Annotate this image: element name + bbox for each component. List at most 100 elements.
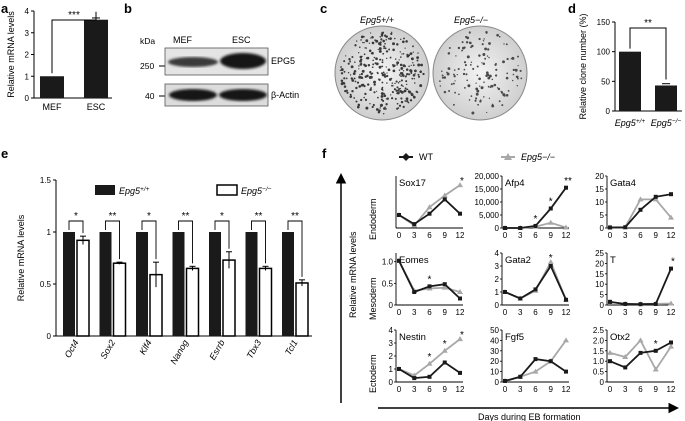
colony-dot xyxy=(496,33,499,37)
colony-dot xyxy=(416,91,419,94)
colony-dot xyxy=(503,94,506,97)
colony-dot xyxy=(482,40,485,42)
colony-dot xyxy=(494,63,497,66)
colony-dot xyxy=(419,70,422,73)
point-wt-sox17 xyxy=(442,197,447,202)
colony-dot xyxy=(380,98,383,101)
colony-dot xyxy=(453,75,456,78)
point-wt-sox17 xyxy=(412,222,417,227)
point-wt-sox17 xyxy=(427,211,432,216)
colony-dot xyxy=(370,73,372,75)
x-tick-label-gata4: 3 xyxy=(623,231,628,240)
colony-dot xyxy=(360,35,364,39)
colony-dot xyxy=(389,37,392,40)
colony-dot xyxy=(401,40,405,44)
panel-label-c: c xyxy=(320,1,327,16)
bar-e-ko-tcl1 xyxy=(295,282,309,337)
significance-otx2: * xyxy=(654,339,658,350)
colony-dot xyxy=(467,84,471,88)
colony-dot xyxy=(369,71,372,74)
chart-panel-d: 0 50 100 150 Relative clone number (%) Epg5+/… xyxy=(578,13,682,128)
x-tick-label-e-klf4: Klf4 xyxy=(137,338,153,356)
colony-dot xyxy=(443,76,447,79)
colony-dot xyxy=(367,83,370,86)
colony-dot xyxy=(485,74,488,78)
colony-dot xyxy=(410,64,412,67)
colony-dot xyxy=(487,48,490,51)
x-tick-label-gata4: 12 xyxy=(667,231,676,240)
x-tick-label-fgf5: 9 xyxy=(549,385,554,394)
legend-label-wt-e: Epg5+/+ xyxy=(119,186,150,197)
y-tick-label-t: 20 xyxy=(595,259,604,268)
colony-dot xyxy=(505,76,509,80)
point-wt-fgf5 xyxy=(503,378,507,383)
colony-dot xyxy=(364,98,368,102)
blot-marker-250: 250 xyxy=(140,61,154,71)
colony-dot xyxy=(372,63,375,66)
colony-dot xyxy=(359,59,362,63)
plate-label-wt: Epg5+/+ xyxy=(360,15,394,25)
colony-dot xyxy=(396,43,399,46)
significance-bracket-e-nanog xyxy=(178,220,193,264)
colony-dot xyxy=(378,65,382,69)
bar-e-wt-esrrb xyxy=(209,232,221,336)
band-actin-esc xyxy=(219,89,267,101)
point-wt-t xyxy=(638,302,643,307)
point-ko-nestin xyxy=(441,347,448,353)
colony-dot xyxy=(477,103,479,106)
colony-dot xyxy=(386,82,388,84)
colony-dot xyxy=(470,95,473,97)
bar-e-wt-tbx3 xyxy=(245,232,258,336)
colony-dot xyxy=(381,61,384,64)
x-tick-label-e-sox2: Sox2 xyxy=(98,338,117,361)
significance-afp4: ** xyxy=(564,176,572,187)
colony-dot xyxy=(457,46,461,50)
colony-dot xyxy=(385,108,387,110)
y-tick-label-nestin: 1 xyxy=(389,365,394,374)
colony-dot xyxy=(412,95,416,99)
colony-dot xyxy=(517,77,519,80)
y-tick-label-gata4: 20 xyxy=(595,172,604,181)
gene-label-gata4: Gata4 xyxy=(610,178,636,189)
colony-dot xyxy=(486,55,489,57)
colony-dot xyxy=(393,88,396,91)
colony-dot xyxy=(465,73,468,76)
x-tick-label-t: 0 xyxy=(608,308,613,317)
colony-dot xyxy=(517,65,519,67)
y-tick-label-gata4: 10 xyxy=(595,198,604,207)
y-tick-label-e: 1.5 xyxy=(40,176,52,185)
bar-e-wt-klf4 xyxy=(136,232,148,336)
blot-marker-40: 40 xyxy=(145,91,155,101)
colony-dot xyxy=(363,84,366,88)
point-wt-gata2 xyxy=(548,264,553,268)
significance-afp4: * xyxy=(534,214,538,225)
x-tick-label-gata2: 6 xyxy=(533,308,538,317)
x-tick-label-d-epg5: Epg5−/− xyxy=(651,118,682,129)
colony-dot xyxy=(502,60,505,64)
colony-dot xyxy=(386,35,389,38)
colony-dot xyxy=(409,52,413,55)
panel-label-d: d xyxy=(568,1,576,16)
significance-bracket-a xyxy=(51,11,97,74)
colony-dot xyxy=(385,50,389,53)
y-tick-label-gata4: 0 xyxy=(600,224,605,233)
y-tick-label-a: 0 xyxy=(25,94,30,103)
bar-e-wt-tcl1 xyxy=(282,232,294,336)
colony-dot xyxy=(385,98,388,100)
colony-dot xyxy=(412,45,414,48)
colony-dot xyxy=(496,87,499,89)
point-wt-otx2 xyxy=(623,365,628,370)
colony-dot xyxy=(411,77,414,80)
point-wt-fgf5 xyxy=(564,369,568,374)
point-wt-afp4 xyxy=(564,185,568,190)
colony-dot xyxy=(487,85,490,88)
colony-dot xyxy=(382,52,385,55)
colony-dot xyxy=(343,85,347,88)
colony-dot xyxy=(468,31,471,34)
colony-dot xyxy=(415,70,417,72)
colony-dot xyxy=(408,65,410,67)
chart-panel-a: 0 1 2 3 4 Relative mRNA levels MEF ESC *** xyxy=(6,7,112,112)
colony-dot xyxy=(456,73,458,76)
